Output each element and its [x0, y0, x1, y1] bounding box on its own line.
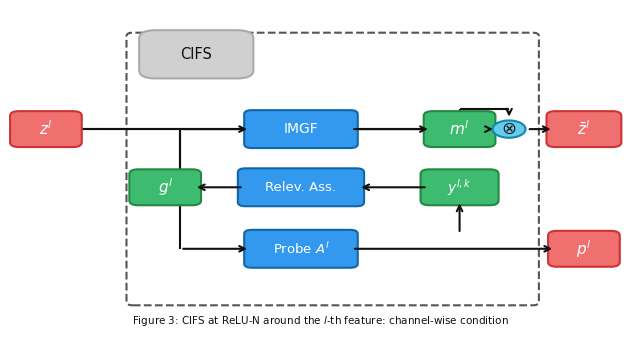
- FancyBboxPatch shape: [244, 110, 358, 148]
- FancyBboxPatch shape: [238, 168, 364, 206]
- Text: $p^l$: $p^l$: [576, 238, 591, 260]
- Text: $z^l$: $z^l$: [39, 120, 52, 139]
- FancyBboxPatch shape: [547, 111, 621, 147]
- Text: $m^l$: $m^l$: [449, 120, 470, 139]
- FancyBboxPatch shape: [139, 30, 253, 78]
- Circle shape: [493, 120, 525, 138]
- FancyBboxPatch shape: [129, 169, 201, 205]
- Text: Figure 3: CIFS at ReLU-N around the $l$-th feature: channel-wise condition: Figure 3: CIFS at ReLU-N around the $l$-…: [132, 314, 508, 328]
- Text: $\bar{z}^l$: $\bar{z}^l$: [577, 120, 591, 139]
- Text: $g^l$: $g^l$: [157, 176, 173, 198]
- FancyBboxPatch shape: [10, 111, 82, 147]
- Text: IMGF: IMGF: [284, 122, 318, 136]
- FancyBboxPatch shape: [424, 111, 495, 147]
- Text: $y^{l,k}$: $y^{l,k}$: [447, 177, 472, 198]
- FancyBboxPatch shape: [420, 169, 499, 205]
- FancyBboxPatch shape: [244, 230, 358, 268]
- Text: CIFS: CIFS: [180, 47, 212, 62]
- Text: Probe $A^l$: Probe $A^l$: [273, 241, 330, 257]
- FancyBboxPatch shape: [548, 231, 620, 267]
- Text: Relev. Ass.: Relev. Ass.: [266, 181, 337, 194]
- Text: $\otimes$: $\otimes$: [501, 120, 516, 138]
